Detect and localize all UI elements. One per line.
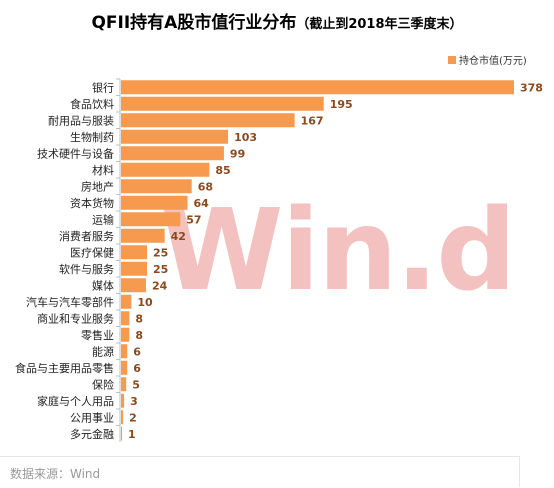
category-label: 能源 [92,344,114,358]
category-label: 家庭与个人用品 [37,394,114,408]
bar [121,162,210,177]
category-label: 汽车与汽车零部件 [26,295,114,309]
value-label: 24 [152,279,168,292]
category-label: 生物制药 [70,130,114,144]
category-label: 公用事业 [70,411,114,424]
legend-label: 持仓市值(万元) [459,56,527,67]
category-label: 商业和专业服务 [37,311,114,325]
bar [121,245,147,260]
value-label: 64 [194,197,210,210]
chart-title: QFII持有A股市值行业分布（截止到2018年三季度末） [0,8,554,33]
category-label: 资本货物 [70,196,114,210]
category-label: 材料 [92,163,114,177]
value-label: 99 [230,147,245,160]
value-label: 103 [234,131,257,144]
watermark-logo: Win.d [160,186,516,316]
legend: 持仓市值(万元) [448,52,527,67]
bar [121,377,127,392]
bar [121,294,132,309]
source-note: 数据来源：Wind [10,467,101,481]
value-label: 68 [198,180,213,193]
category-label: 技术硬件与设备 [37,146,114,160]
category-label: 软件与服务 [59,262,114,276]
bar [121,278,146,293]
bar [121,129,229,144]
bar [121,113,295,128]
bar [121,327,130,342]
category-label: 食品饮料 [70,97,114,111]
value-label: 1 [128,428,136,441]
bar [121,212,181,227]
category-label: 消费者服务 [59,229,114,243]
bar [121,393,125,408]
bar [121,344,128,359]
category-label: 房地产 [81,179,114,193]
category-label: 银行 [92,80,114,94]
value-label: 10 [137,296,153,309]
value-label: 167 [301,114,324,127]
chart-title-sub: （截止到2018年三季度末） [296,17,463,32]
bar [121,426,123,441]
category-label: 医疗保健 [70,245,114,259]
value-label: 25 [153,263,168,276]
value-label: 8 [135,312,143,325]
bar [121,228,165,243]
category-label: 多元金融 [70,427,114,441]
bar [121,179,192,194]
value-label: 85 [215,164,230,177]
bar [121,360,128,375]
value-label: 57 [186,213,201,226]
value-label: 8 [135,329,143,342]
value-label: 378 [520,81,543,94]
bar [121,195,188,210]
bar [121,410,124,425]
value-label: 5 [132,378,140,391]
chart-title-main: QFII持有A股市值行业分布 [91,13,297,33]
value-label: 3 [130,395,138,408]
value-label: 2 [129,411,137,424]
footer: 数据来源：Wind [0,456,520,487]
legend-swatch [448,55,456,64]
category-label: 零售业 [81,328,114,342]
category-label: 食品与主要用品零售 [15,361,114,375]
category-label: 媒体 [92,278,114,292]
value-label: 25 [153,246,168,259]
bar [121,80,514,95]
category-label: 耐用品与服装 [48,114,114,127]
category-label: 运输 [92,212,114,226]
value-label: 195 [330,98,353,111]
value-label: 6 [133,362,141,375]
bar [121,311,130,326]
bar [121,96,324,111]
bar [121,261,147,276]
bar [121,146,224,161]
value-label: 6 [133,345,141,358]
category-label: 保险 [92,377,114,391]
value-label: 42 [171,230,186,243]
